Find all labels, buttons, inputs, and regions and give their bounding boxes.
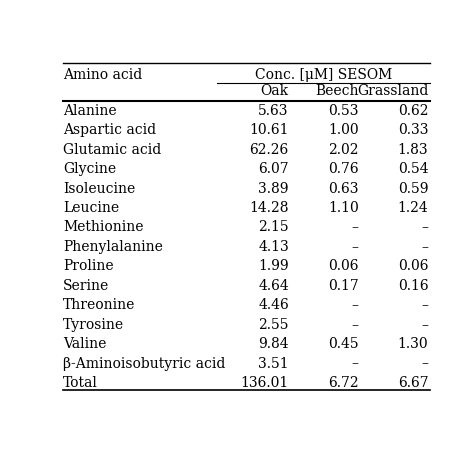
Text: Serine: Serine	[63, 279, 109, 293]
Text: 4.13: 4.13	[258, 240, 289, 254]
Text: Glycine: Glycine	[63, 162, 116, 176]
Text: 0.63: 0.63	[328, 182, 359, 196]
Text: Leucine: Leucine	[63, 201, 119, 215]
Text: 6.72: 6.72	[328, 376, 359, 390]
Text: Conc. [μM] SESOM: Conc. [μM] SESOM	[255, 68, 392, 82]
Text: 4.46: 4.46	[258, 298, 289, 312]
Text: 3.51: 3.51	[258, 357, 289, 371]
Text: 9.84: 9.84	[258, 337, 289, 351]
Text: Glutamic acid: Glutamic acid	[63, 143, 161, 156]
Text: –: –	[421, 298, 428, 312]
Text: –: –	[352, 298, 359, 312]
Text: Oak: Oak	[261, 84, 289, 98]
Text: 0.59: 0.59	[398, 182, 428, 196]
Text: Aspartic acid: Aspartic acid	[63, 123, 156, 137]
Text: 14.28: 14.28	[249, 201, 289, 215]
Text: Methionine: Methionine	[63, 221, 144, 235]
Text: Proline: Proline	[63, 259, 114, 273]
Text: Tyrosine: Tyrosine	[63, 318, 124, 331]
Text: 62.26: 62.26	[250, 143, 289, 156]
Text: 2.15: 2.15	[258, 221, 289, 235]
Text: –: –	[352, 357, 359, 371]
Text: 0.54: 0.54	[398, 162, 428, 176]
Text: –: –	[352, 240, 359, 254]
Text: 1.83: 1.83	[398, 143, 428, 156]
Text: –: –	[352, 221, 359, 235]
Text: Threonine: Threonine	[63, 298, 135, 312]
Text: 3.89: 3.89	[258, 182, 289, 196]
Text: 0.17: 0.17	[328, 279, 359, 293]
Text: 1.30: 1.30	[398, 337, 428, 351]
Text: 0.06: 0.06	[398, 259, 428, 273]
Text: Beech: Beech	[315, 84, 359, 98]
Text: –: –	[421, 357, 428, 371]
Text: β-Aminoisobutyric acid: β-Aminoisobutyric acid	[63, 357, 225, 371]
Text: 1.99: 1.99	[258, 259, 289, 273]
Text: 1.24: 1.24	[398, 201, 428, 215]
Text: –: –	[421, 318, 428, 331]
Text: 4.64: 4.64	[258, 279, 289, 293]
Text: 0.62: 0.62	[398, 104, 428, 118]
Text: 0.53: 0.53	[328, 104, 359, 118]
Text: 2.55: 2.55	[258, 318, 289, 331]
Text: Grassland: Grassland	[357, 84, 428, 98]
Text: 0.76: 0.76	[328, 162, 359, 176]
Text: 0.06: 0.06	[328, 259, 359, 273]
Text: Phenylalanine: Phenylalanine	[63, 240, 163, 254]
Text: 136.01: 136.01	[241, 376, 289, 390]
Text: 2.02: 2.02	[328, 143, 359, 156]
Text: 1.00: 1.00	[328, 123, 359, 137]
Text: Amino acid: Amino acid	[63, 68, 142, 82]
Text: 6.67: 6.67	[398, 376, 428, 390]
Text: 1.10: 1.10	[328, 201, 359, 215]
Text: 0.33: 0.33	[398, 123, 428, 137]
Text: –: –	[421, 240, 428, 254]
Text: –: –	[421, 221, 428, 235]
Text: Alanine: Alanine	[63, 104, 117, 118]
Text: 10.61: 10.61	[249, 123, 289, 137]
Text: 5.63: 5.63	[258, 104, 289, 118]
Text: Valine: Valine	[63, 337, 106, 351]
Text: 6.07: 6.07	[258, 162, 289, 176]
Text: 0.45: 0.45	[328, 337, 359, 351]
Text: –: –	[352, 318, 359, 331]
Text: Isoleucine: Isoleucine	[63, 182, 135, 196]
Text: 0.16: 0.16	[398, 279, 428, 293]
Text: Total: Total	[63, 376, 98, 390]
